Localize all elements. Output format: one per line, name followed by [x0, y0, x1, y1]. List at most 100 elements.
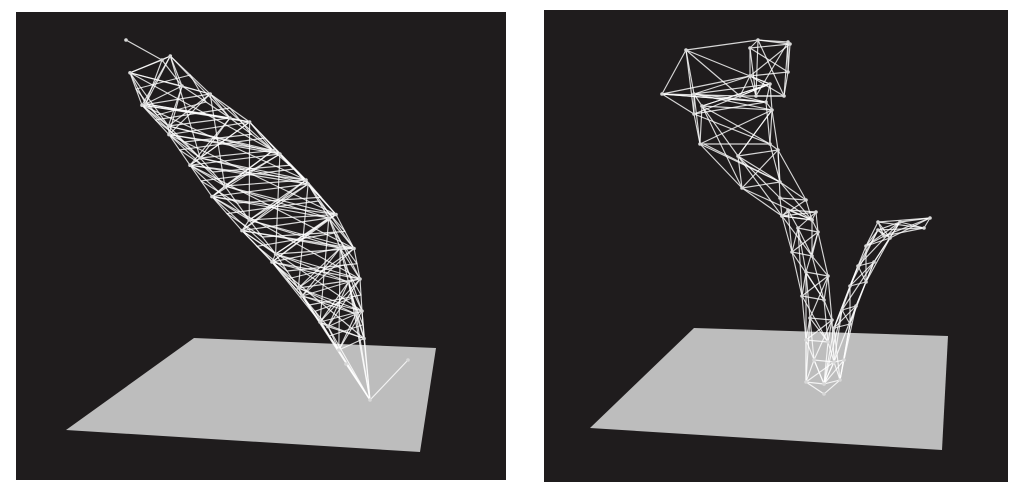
cross-brace — [899, 217, 931, 223]
wire-joint — [327, 216, 331, 220]
wire-joint — [804, 198, 808, 202]
cross-brace — [805, 339, 825, 385]
long-stringer — [301, 247, 355, 297]
ring-edge — [339, 247, 361, 280]
ring-diagonal — [805, 361, 835, 383]
wire-joint — [273, 252, 278, 256]
wire-joint — [166, 124, 171, 128]
cross-brace — [749, 47, 757, 97]
cross-brace — [811, 255, 829, 277]
wire-joint — [804, 380, 808, 384]
ring-diagonal — [877, 221, 925, 229]
wire-joint — [842, 358, 846, 362]
wire-joint — [778, 180, 782, 184]
long-stringer — [275, 253, 350, 283]
wire-joint — [822, 298, 826, 302]
wire-joint — [822, 392, 826, 396]
apex-edge — [161, 59, 183, 87]
right-render-canvas — [590, 38, 948, 450]
long-stringer — [211, 149, 274, 198]
apex-edge — [129, 59, 163, 74]
apex-edge — [145, 59, 163, 105]
wire-joint — [354, 312, 358, 316]
long-stringer — [327, 278, 361, 328]
wire-joint — [786, 208, 790, 212]
long-stringer — [129, 72, 274, 152]
ring-diagonal — [749, 47, 789, 73]
mid-rung — [286, 264, 345, 280]
wire-joint — [786, 70, 790, 74]
wire-joint — [738, 94, 742, 98]
wire-joint — [748, 74, 752, 78]
wire-joint — [660, 92, 664, 96]
anchor-edge — [839, 323, 851, 381]
cross-brace — [749, 75, 785, 97]
mid-rung — [189, 74, 207, 103]
wire-joint — [814, 210, 818, 214]
right-floor-plane — [590, 328, 948, 450]
cross-brace — [301, 295, 357, 315]
long-stringer — [297, 287, 357, 315]
long-stringer — [271, 213, 337, 263]
cross-brace — [169, 55, 231, 119]
vertical-edge — [827, 275, 833, 321]
vertical-edge — [779, 181, 813, 221]
ring-edge — [877, 221, 885, 237]
wire-joint — [271, 148, 275, 153]
wire-joint — [300, 294, 304, 298]
wire-joint — [764, 100, 768, 104]
wire-joint — [698, 142, 702, 146]
vertical-edge — [771, 109, 779, 151]
base-edge — [347, 281, 371, 401]
cross-brace — [297, 287, 363, 312]
vertical-edge — [701, 105, 739, 157]
wire-joint — [840, 308, 844, 312]
cross-brace — [779, 181, 807, 201]
cross-wire — [701, 83, 771, 107]
long-stringer — [248, 219, 341, 249]
wire-joint — [786, 40, 790, 44]
vertical-edge — [737, 155, 781, 199]
cross-brace — [741, 187, 813, 221]
ring-edge — [877, 221, 901, 231]
long-stringer — [145, 103, 251, 123]
wire-joint — [143, 102, 148, 106]
mid-rung — [154, 107, 231, 121]
ring-edge — [841, 305, 857, 311]
wire-joint — [756, 38, 760, 42]
vertical-edge — [749, 75, 757, 97]
vertical-edge — [777, 149, 807, 201]
ring-diagonal — [809, 317, 829, 343]
ring-edge — [141, 93, 211, 106]
ring-edge — [809, 317, 833, 321]
long-stringer — [275, 153, 281, 255]
connector-edge — [685, 39, 759, 51]
vertical-edge — [661, 93, 695, 115]
ring-edge — [755, 39, 759, 97]
cross-brace — [168, 134, 281, 155]
cross-brace — [141, 55, 171, 106]
wire-joint — [864, 244, 868, 248]
wire-joint — [876, 228, 880, 232]
vertical-edge — [805, 271, 811, 319]
wire-joint — [210, 194, 214, 199]
long-stringer — [241, 230, 363, 312]
ring-edge — [833, 323, 851, 329]
ring-edge — [693, 101, 767, 115]
vertical-edge — [889, 217, 931, 239]
wire-joint — [180, 84, 184, 88]
wire-joint — [352, 246, 356, 251]
wire-joint — [360, 309, 364, 313]
long-stringer — [271, 261, 365, 340]
vertical-edge — [831, 319, 835, 363]
cross-brace — [129, 72, 169, 127]
wire-joint — [888, 236, 892, 240]
ring-edge — [923, 217, 931, 229]
ring-edge — [199, 149, 274, 159]
long-stringer — [167, 125, 281, 155]
long-stringer — [168, 134, 337, 216]
wire-joint — [882, 234, 886, 238]
ring-diagonal — [883, 217, 931, 237]
wire-joint — [692, 92, 696, 96]
wire-joint — [736, 154, 740, 158]
